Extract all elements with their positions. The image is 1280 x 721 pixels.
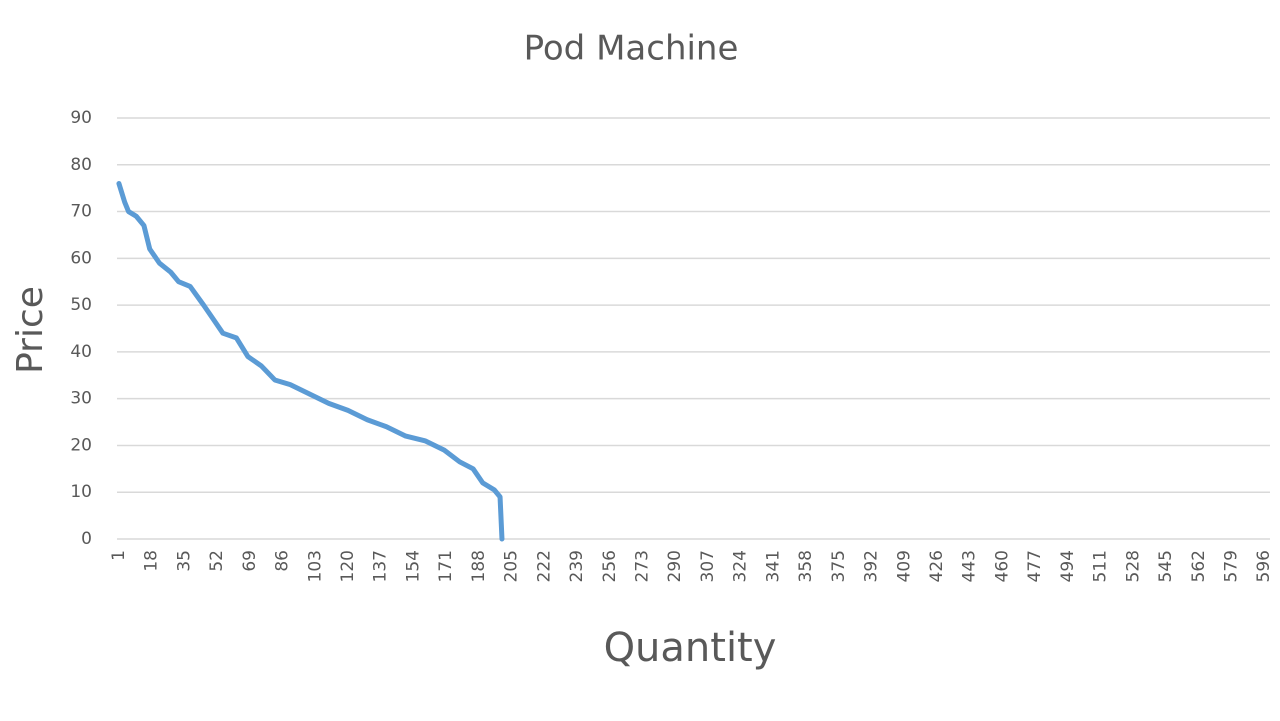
y-tick-label: 90 [70, 108, 92, 128]
x-tick-label: 171 [436, 550, 456, 582]
x-tick-label: 528 [1123, 550, 1143, 582]
x-tick-label: 596 [1254, 550, 1274, 582]
x-tick-label: 375 [829, 550, 849, 582]
y-tick-label: 50 [70, 295, 92, 315]
x-tick-label: 341 [763, 550, 783, 582]
x-tick-label: 222 [534, 550, 554, 582]
x-tick-label: 392 [862, 550, 882, 582]
x-tick-label: 18 [142, 550, 162, 572]
x-tick-label: 35 [174, 550, 194, 572]
x-tick-label: 137 [371, 550, 391, 582]
x-tick-label: 545 [1156, 550, 1176, 582]
y-tick-label: 70 [70, 202, 92, 222]
y-tick-label: 40 [70, 342, 92, 362]
x-tick-label: 52 [207, 550, 227, 572]
x-tick-label: 477 [1025, 550, 1045, 582]
x-tick-label: 154 [403, 550, 423, 582]
x-tick-label: 511 [1091, 550, 1111, 582]
y-tick-label: 0 [81, 529, 92, 549]
y-axis-label: Price [10, 286, 51, 374]
x-tick-label: 86 [273, 550, 293, 572]
x-tick-label: 120 [338, 550, 358, 582]
x-tick-label: 460 [992, 550, 1012, 582]
x-tick-label: 443 [960, 550, 980, 582]
x-tick-label: 307 [698, 550, 718, 582]
x-tick-label: 205 [502, 550, 522, 582]
x-tick-label: 579 [1222, 550, 1242, 582]
x-tick-label: 256 [600, 550, 620, 582]
data-line [116, 180, 505, 542]
x-tick-label: 273 [632, 550, 652, 582]
x-tick-label: 290 [665, 550, 685, 582]
chart-title: Pod Machine [524, 29, 739, 69]
y-tick-label: 80 [70, 155, 92, 175]
x-tick-label: 358 [796, 550, 816, 582]
x-tick-label: 409 [894, 550, 914, 582]
x-tick-label: 562 [1189, 550, 1209, 582]
x-tick-label: 1 [109, 550, 129, 561]
x-axis-label: Quantity [604, 625, 777, 671]
x-tick-label: 103 [305, 550, 325, 582]
x-tick-label: 239 [567, 550, 587, 582]
y-tick-label: 60 [70, 248, 92, 268]
x-tick-label: 426 [927, 550, 947, 582]
x-tick-label: 494 [1058, 550, 1078, 582]
x-tick-label: 188 [469, 550, 489, 582]
y-tick-label: 20 [70, 435, 92, 455]
y-tick-label: 30 [70, 389, 92, 409]
y-tick-label: 10 [70, 482, 92, 502]
x-tick-label: 69 [240, 550, 260, 572]
x-tick-label: 324 [731, 550, 751, 582]
